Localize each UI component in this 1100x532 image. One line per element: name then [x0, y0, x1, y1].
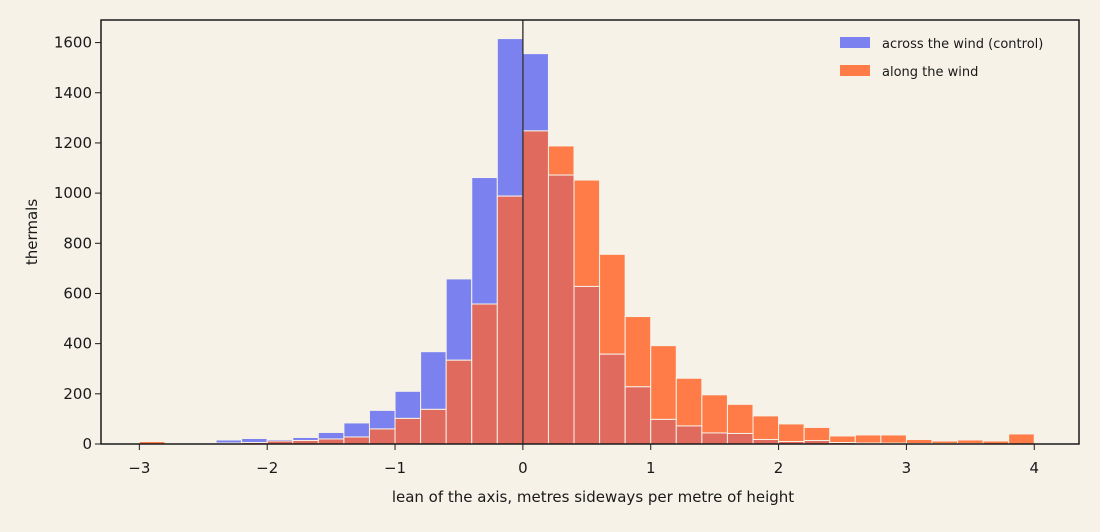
- bars-layer: [139, 39, 1034, 444]
- bar-along-the-wind-29: [881, 435, 907, 443]
- bar-across-the-wind-15: [523, 54, 549, 131]
- bar-along-the-wind-17: [574, 180, 600, 286]
- y-tick-label: 1200: [54, 134, 92, 152]
- bar-overlap-23: [727, 433, 753, 444]
- bar-overlap-9: [369, 429, 395, 444]
- bar-overlap-13: [472, 304, 498, 444]
- legend-label-across-the-wind: across the wind (control): [882, 37, 1043, 52]
- x-tick-label: −2: [256, 459, 278, 477]
- bar-along-the-wind-28: [855, 435, 881, 443]
- bar-overlap-19: [625, 387, 651, 444]
- bar-along-the-wind-24: [753, 416, 779, 440]
- legend-swatch-along-the-wind: [840, 65, 870, 76]
- bar-overlap-14: [497, 196, 523, 444]
- x-tick-label: 4: [1029, 459, 1039, 477]
- bar-across-the-wind-8: [344, 423, 370, 437]
- bar-overlap-7: [318, 439, 344, 444]
- bar-overlap-15: [523, 131, 549, 444]
- bar-overlap-17: [574, 286, 600, 444]
- y-tick-label: 1000: [54, 184, 92, 202]
- bar-along-the-wind-20: [651, 346, 677, 420]
- bar-overlap-20: [651, 419, 677, 444]
- bar-along-the-wind-23: [727, 404, 753, 433]
- bar-along-the-wind-30: [906, 439, 932, 443]
- bar-overlap-10: [395, 418, 421, 444]
- bar-across-the-wind-12: [446, 279, 472, 360]
- bar-overlap-16: [548, 175, 574, 444]
- bar-overlap-8: [344, 437, 370, 444]
- bar-along-the-wind-22: [702, 395, 728, 433]
- legend-swatch-across-the-wind: [840, 37, 870, 48]
- y-tick-label: 400: [63, 335, 92, 353]
- legend-label-along-the-wind: along the wind: [882, 65, 978, 80]
- bar-along-the-wind-18: [600, 254, 626, 354]
- bar-across-the-wind-9: [369, 410, 395, 429]
- bar-overlap-18: [600, 354, 626, 444]
- bar-along-the-wind-25: [779, 424, 805, 442]
- x-tick-label: 2: [774, 459, 784, 477]
- bar-along-the-wind-16: [548, 146, 574, 175]
- x-tick-label: −3: [128, 459, 150, 477]
- bar-across-the-wind-11: [421, 352, 447, 410]
- y-tick-label: 1400: [54, 84, 92, 102]
- bar-along-the-wind-32: [958, 440, 984, 444]
- bar-across-the-wind-14: [497, 39, 523, 197]
- bar-overlap-11: [421, 409, 447, 444]
- x-tick-label: −1: [384, 459, 406, 477]
- y-tick-label: 1600: [54, 34, 92, 52]
- x-tick-label: 1: [646, 459, 656, 477]
- x-tick-label: 0: [518, 459, 528, 477]
- bar-overlap-12: [446, 360, 472, 444]
- bar-across-the-wind-13: [472, 178, 498, 304]
- bar-overlap-22: [702, 433, 728, 444]
- bar-overlap-21: [676, 426, 702, 444]
- bar-along-the-wind-19: [625, 317, 651, 387]
- bar-along-the-wind-26: [804, 427, 830, 440]
- bar-along-the-wind-27: [830, 436, 856, 443]
- bar-across-the-wind-10: [395, 391, 421, 418]
- bar-across-the-wind-7: [318, 432, 344, 439]
- y-tick-label: 800: [63, 234, 92, 252]
- x-tick-label: 3: [902, 459, 912, 477]
- y-tick-label: 200: [63, 385, 92, 403]
- x-axis-title: lean of the axis, metres sideways per me…: [392, 488, 794, 506]
- bar-along-the-wind-34: [1009, 434, 1035, 444]
- y-axis-title: thermals: [23, 199, 41, 265]
- y-tick-label: 0: [82, 435, 92, 453]
- bar-across-the-wind-4: [242, 438, 268, 442]
- legend: across the wind (control) along the wind: [840, 37, 1043, 80]
- bar-along-the-wind-21: [676, 378, 702, 426]
- y-tick-label: 600: [63, 284, 92, 302]
